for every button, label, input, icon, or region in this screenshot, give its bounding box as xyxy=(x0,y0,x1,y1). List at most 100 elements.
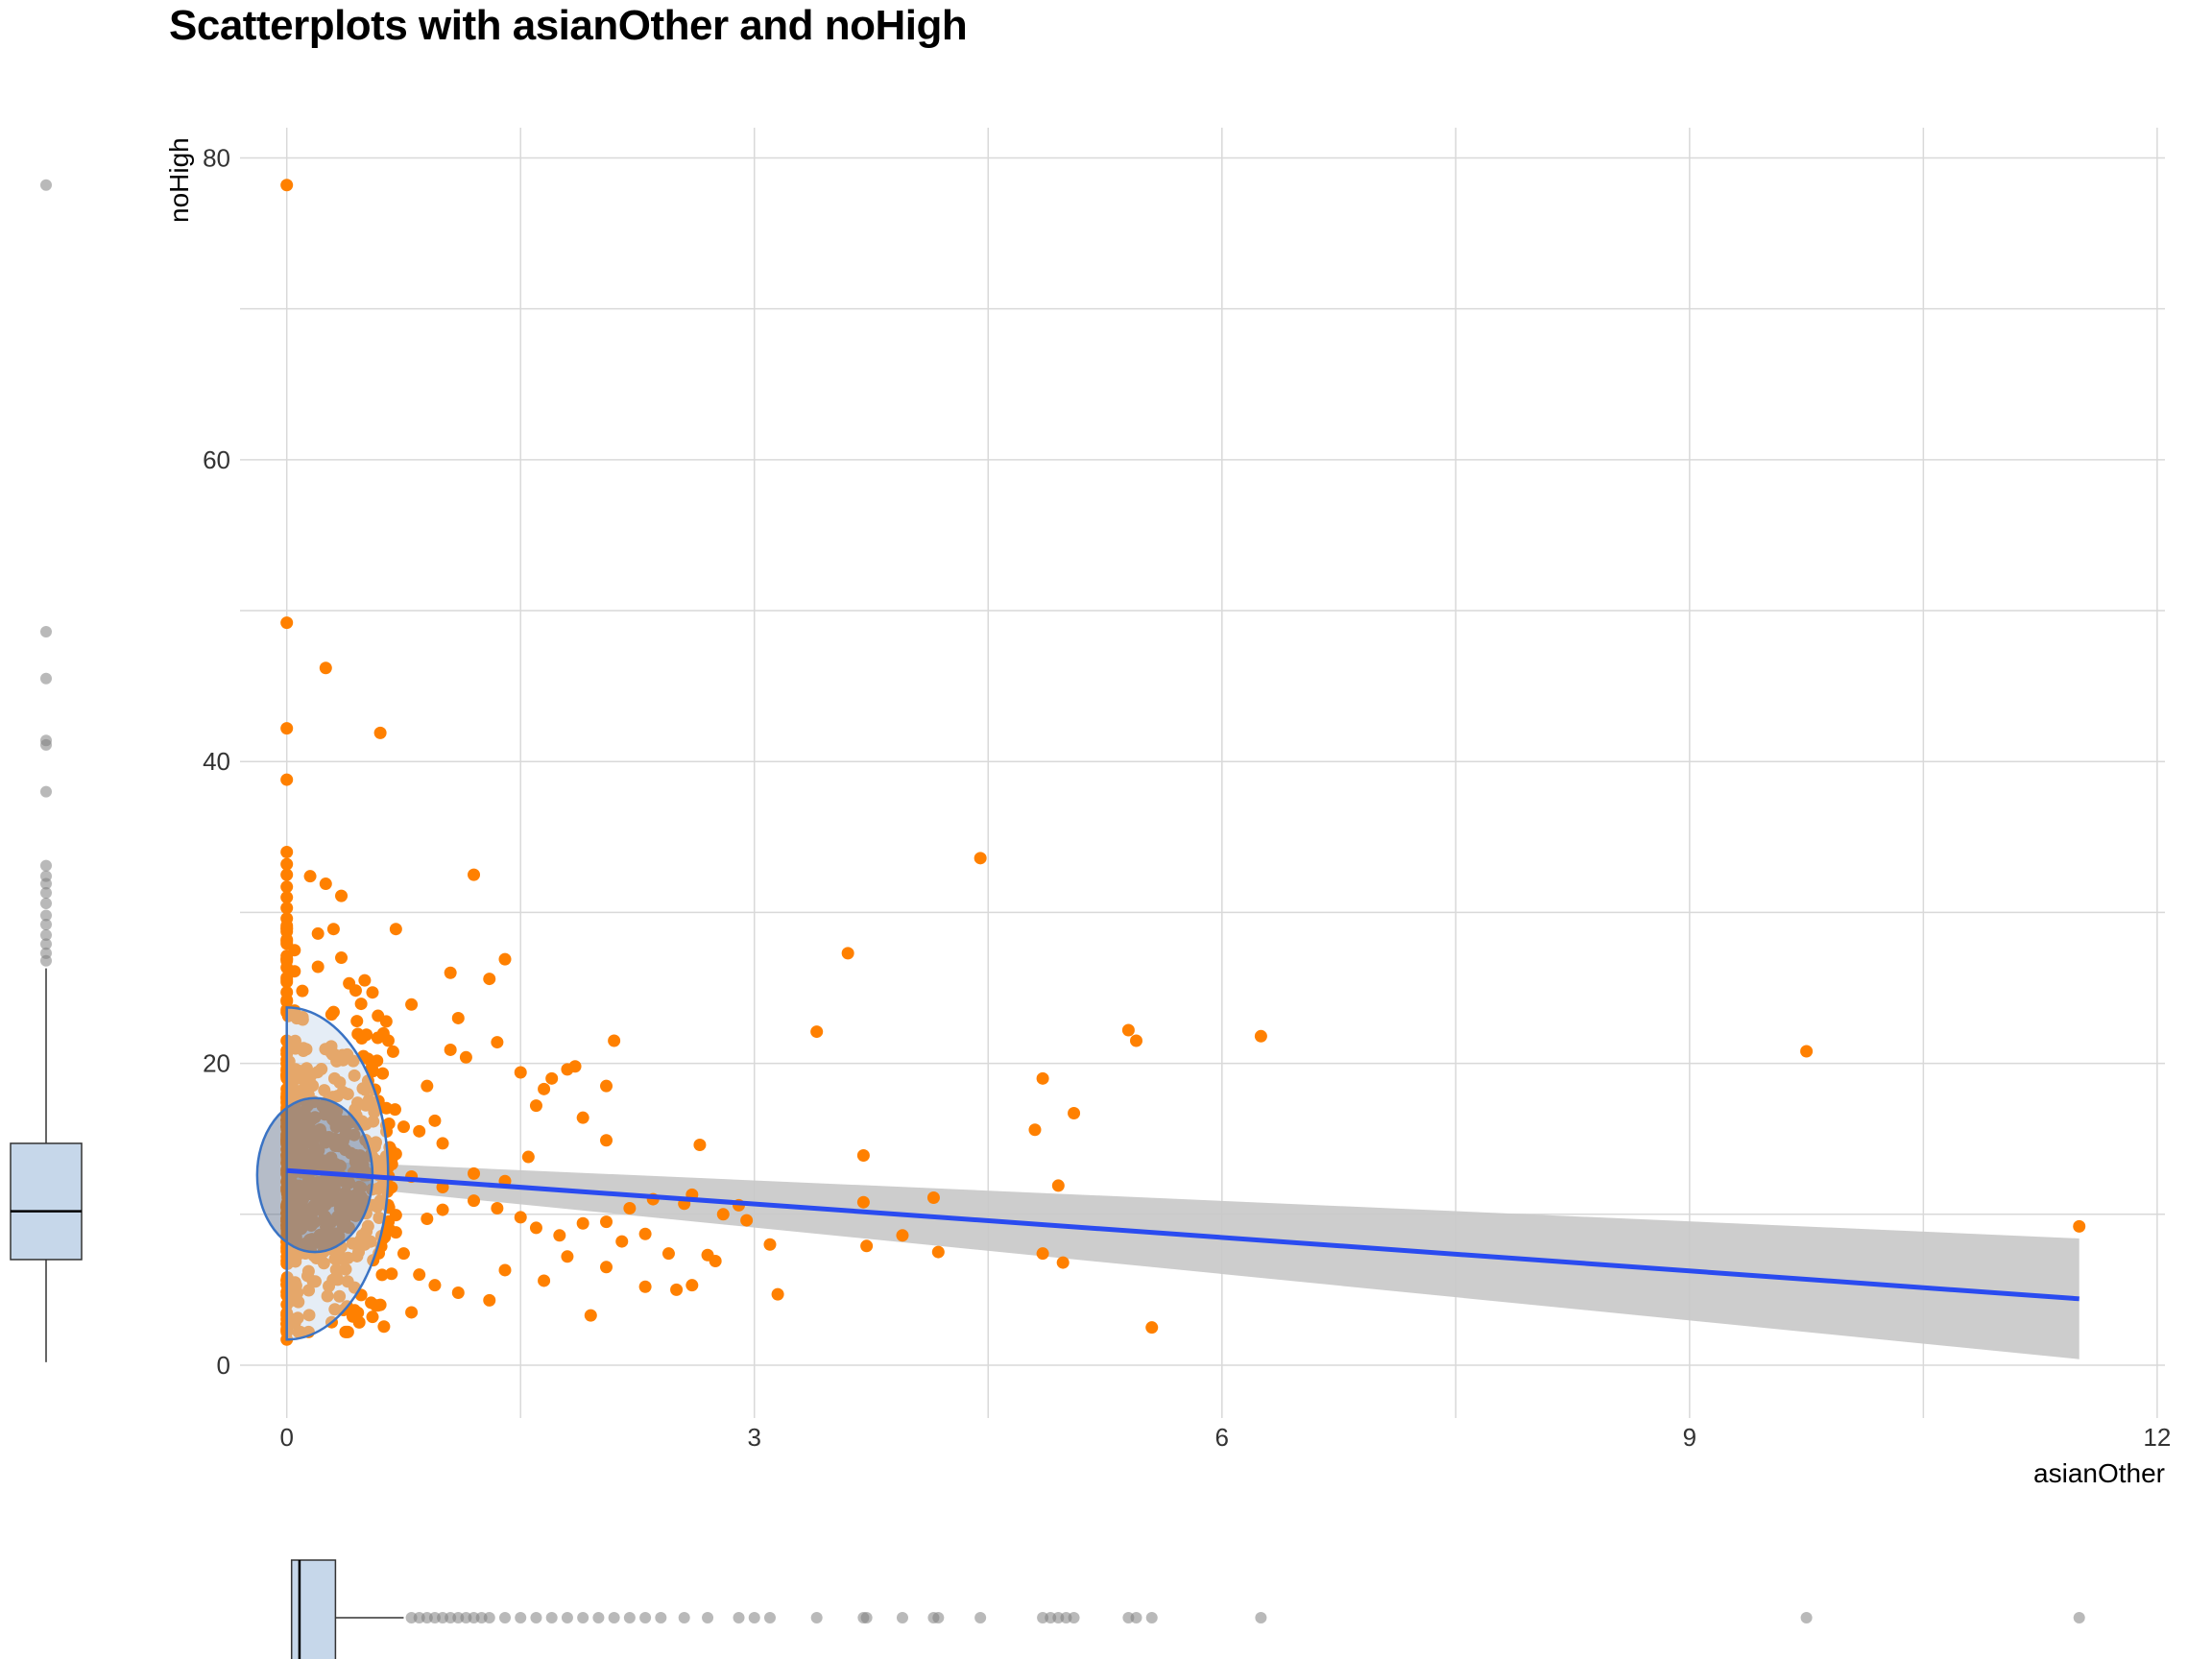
data-point xyxy=(333,1159,347,1172)
y-outlier xyxy=(40,897,52,909)
y-axis-label: noHigh xyxy=(164,137,194,223)
y-boxplot xyxy=(10,179,83,1362)
data-point xyxy=(290,1186,303,1199)
data-point xyxy=(311,1176,325,1190)
x-outlier xyxy=(530,1612,542,1623)
x-outlier xyxy=(860,1612,873,1623)
data-point xyxy=(428,1279,442,1292)
data-point xyxy=(308,1275,322,1288)
data-point xyxy=(405,998,419,1011)
data-point xyxy=(302,1309,316,1322)
data-point xyxy=(931,1245,945,1259)
data-point xyxy=(483,973,496,986)
data-point xyxy=(312,1143,325,1157)
data-point xyxy=(685,1279,699,1292)
x-outlier xyxy=(498,1612,511,1623)
data-point xyxy=(468,1194,481,1208)
data-point xyxy=(311,926,325,940)
y-outlier xyxy=(40,954,52,967)
data-point xyxy=(339,1143,352,1157)
data-point xyxy=(315,1063,328,1076)
data-point xyxy=(325,1184,338,1197)
data-point xyxy=(280,880,294,894)
x-boxplot xyxy=(290,1559,2085,1659)
x-outlier xyxy=(1145,1612,1158,1623)
y-tick-label: 80 xyxy=(203,143,230,172)
data-point xyxy=(376,1067,390,1080)
y-outlier xyxy=(40,878,52,890)
y-axis-ticks: 0 20 40 60 80 xyxy=(203,143,230,1380)
data-point xyxy=(498,1263,512,1277)
x-outlier xyxy=(1800,1612,1813,1623)
chart-title: Scatterplots with asianOther and noHigh xyxy=(169,2,968,49)
data-point xyxy=(491,1202,504,1215)
data-point xyxy=(290,1126,303,1140)
data-point xyxy=(280,891,294,904)
x-axis-ticks: 0 3 6 9 12 xyxy=(279,1423,2171,1452)
data-point xyxy=(693,1138,707,1151)
data-point xyxy=(576,1111,589,1124)
data-point xyxy=(367,1115,380,1128)
data-point xyxy=(529,1099,542,1113)
fit-line xyxy=(286,1167,2080,1302)
data-point xyxy=(1051,1179,1065,1192)
y-outlier xyxy=(40,909,52,922)
data-point xyxy=(1254,1029,1267,1043)
y-tick-label: 40 xyxy=(203,747,230,776)
data-point xyxy=(386,1045,399,1058)
data-point xyxy=(568,1060,582,1073)
data-point xyxy=(623,1202,637,1215)
data-point xyxy=(421,1079,434,1093)
data-point xyxy=(292,1325,305,1338)
data-point xyxy=(538,1082,551,1095)
data-point xyxy=(413,1268,426,1282)
data-point xyxy=(709,1255,722,1268)
y-outlier xyxy=(40,938,52,950)
data-point xyxy=(1028,1123,1042,1137)
data-point xyxy=(763,1238,777,1251)
y-tick-label: 60 xyxy=(203,445,230,474)
x-outlier xyxy=(2073,1612,2085,1623)
data-point xyxy=(336,1053,349,1067)
data-point xyxy=(600,1079,613,1093)
y-outlier xyxy=(40,738,52,751)
x-outlier xyxy=(896,1612,908,1623)
data-point xyxy=(300,1178,313,1191)
data-point xyxy=(600,1215,613,1229)
x-outlier xyxy=(810,1612,823,1623)
data-point xyxy=(483,1293,496,1307)
data-point xyxy=(421,1213,434,1226)
data-point xyxy=(302,1284,316,1297)
data-point xyxy=(280,925,294,938)
data-point xyxy=(338,1115,351,1128)
data-point xyxy=(329,1263,343,1277)
y-outlier xyxy=(40,626,52,638)
data-point xyxy=(856,1195,870,1209)
data-point xyxy=(309,1130,323,1143)
data-point xyxy=(350,1015,364,1028)
data-point xyxy=(360,1225,373,1238)
data-point xyxy=(468,868,481,881)
data-point xyxy=(313,1201,326,1214)
data-point xyxy=(296,1212,309,1225)
data-point xyxy=(303,870,317,883)
data-point xyxy=(1056,1256,1070,1269)
data-point xyxy=(514,1211,527,1224)
x-outlier xyxy=(515,1612,527,1623)
x-tick-label: 6 xyxy=(1215,1423,1229,1452)
data-point xyxy=(301,1239,315,1253)
data-point xyxy=(397,1120,410,1134)
data-point xyxy=(810,1025,824,1039)
data-point xyxy=(341,1205,354,1218)
data-point xyxy=(303,1070,317,1083)
data-point xyxy=(292,1142,305,1155)
x-outlier xyxy=(592,1612,605,1623)
data-point xyxy=(328,1303,342,1316)
data-point xyxy=(428,1114,442,1127)
data-point xyxy=(365,1061,378,1074)
y-box xyxy=(10,1142,83,1261)
data-point xyxy=(291,1311,304,1325)
data-point xyxy=(333,1289,347,1303)
data-point xyxy=(301,1080,314,1094)
data-point xyxy=(354,998,368,1011)
